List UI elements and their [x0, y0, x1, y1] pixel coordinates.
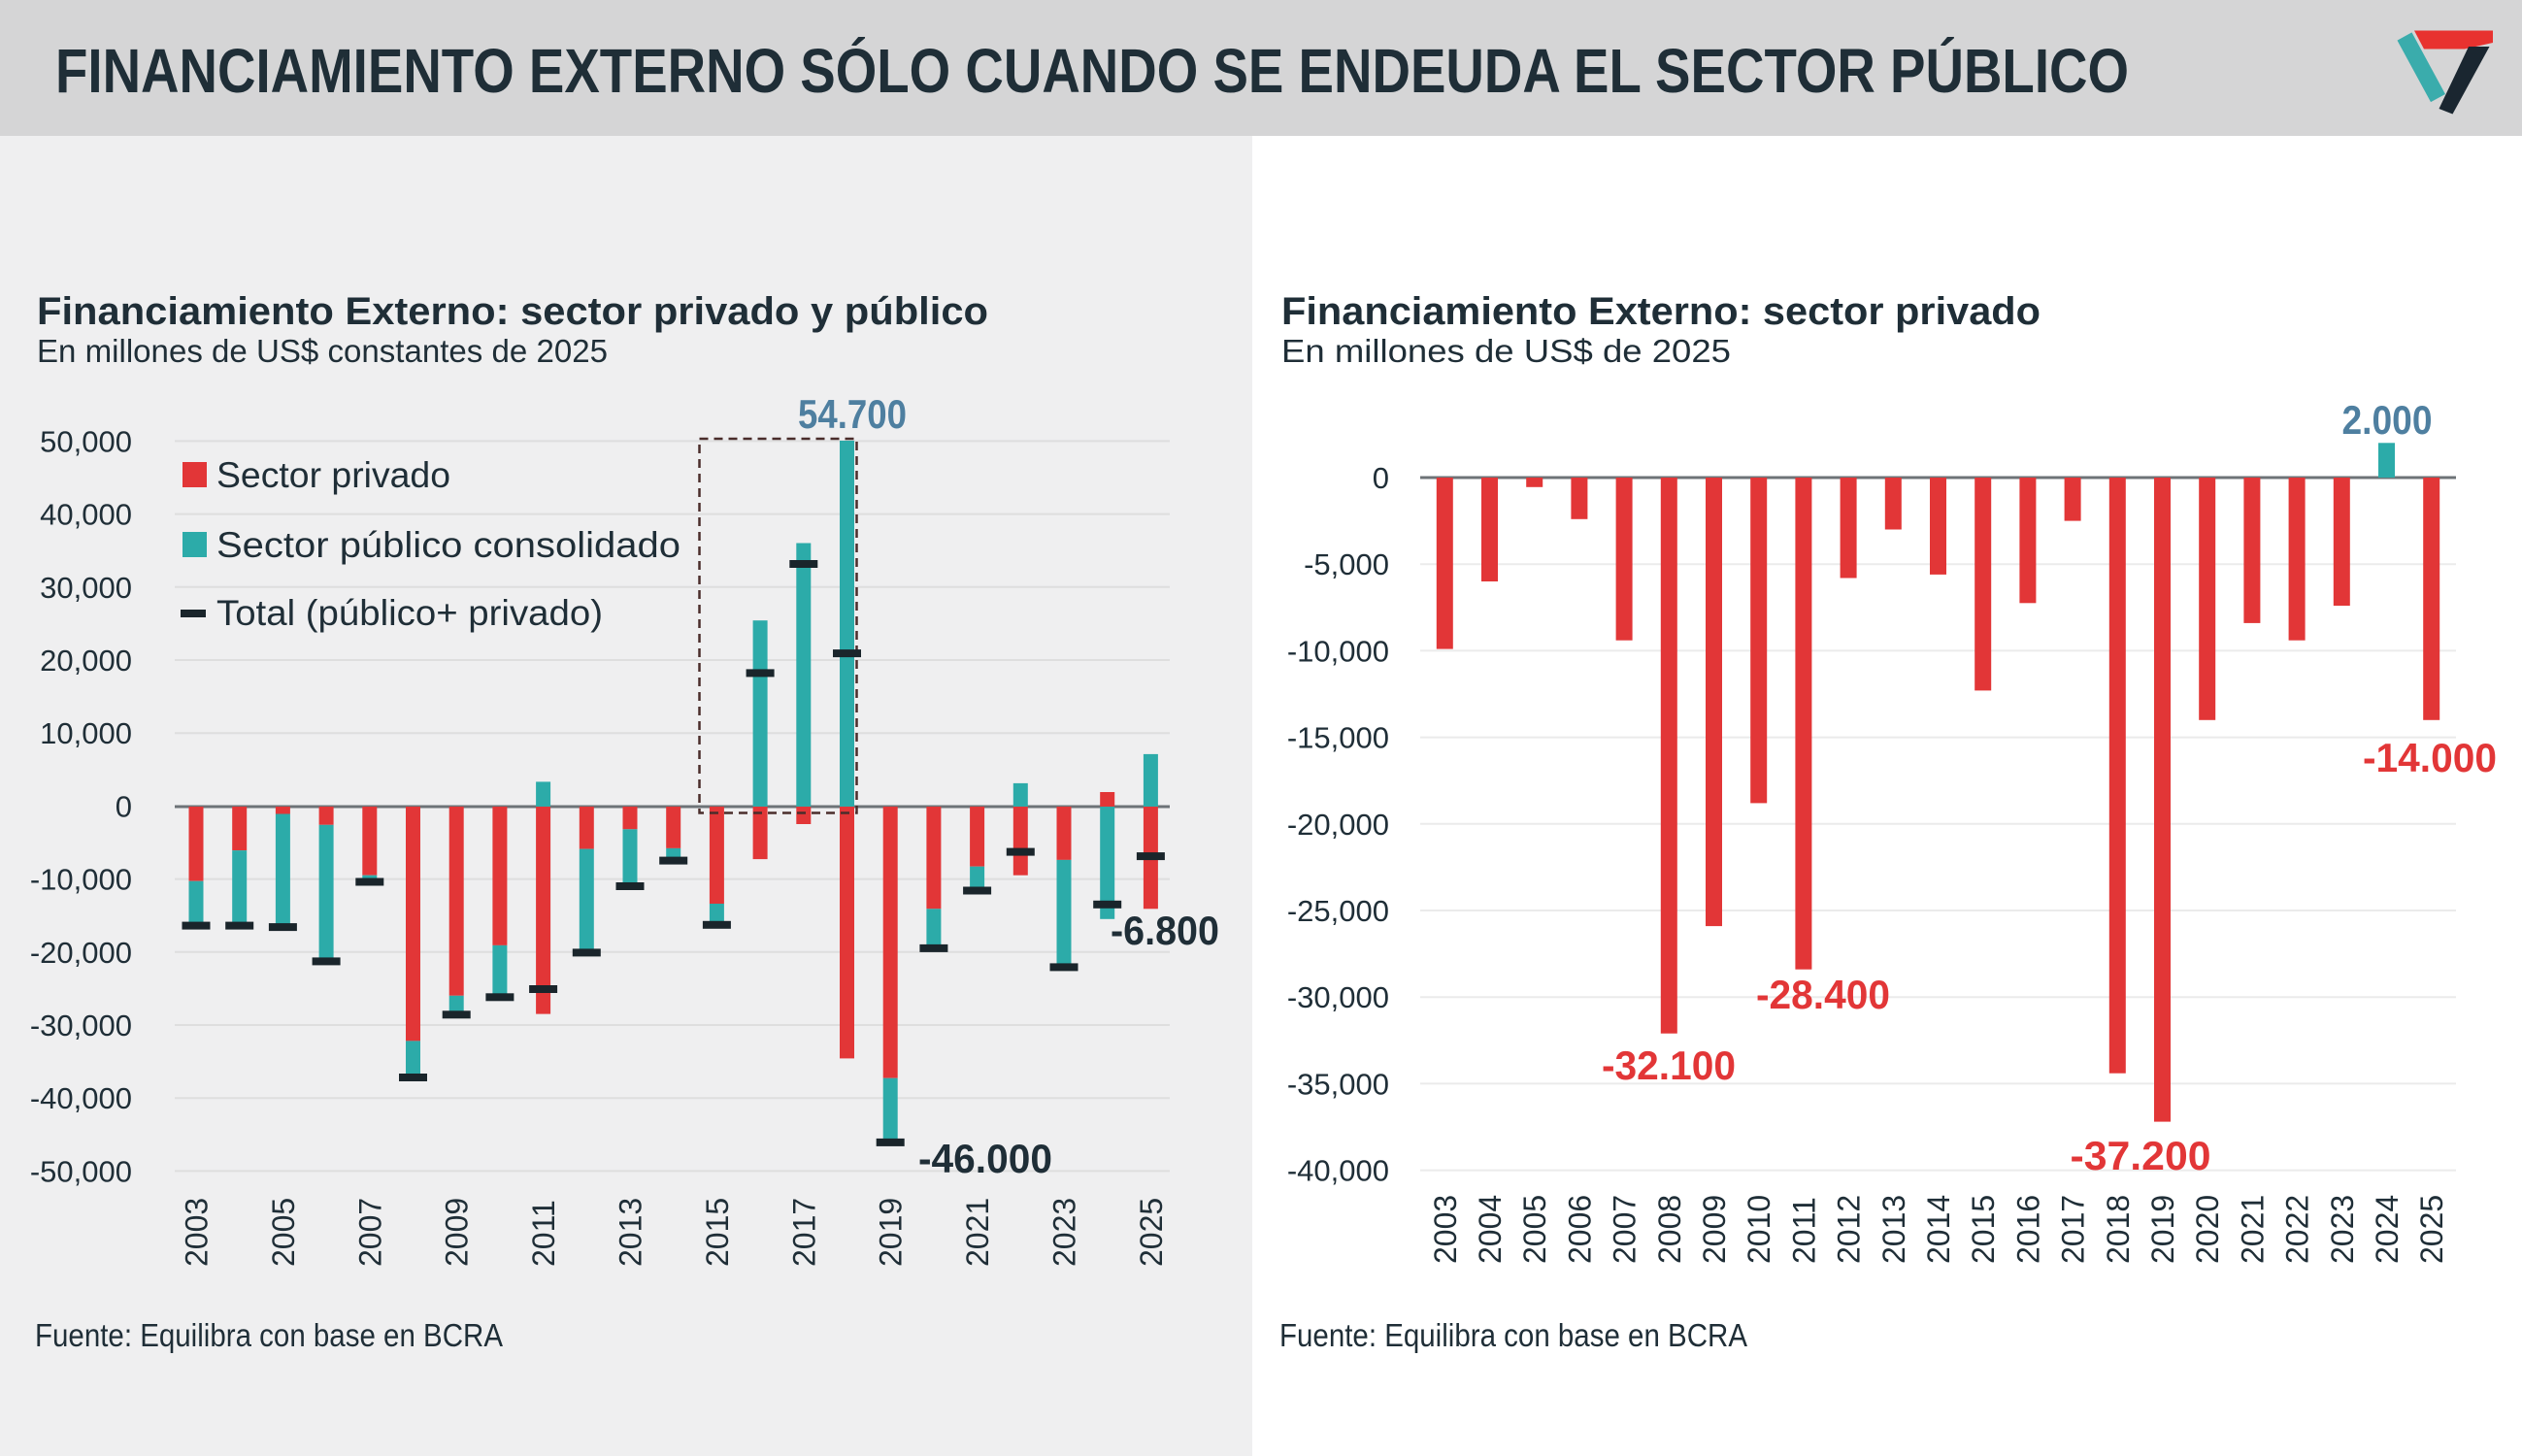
svg-text:-46.000: -46.000 — [918, 1136, 1052, 1181]
svg-text:-20,000: -20,000 — [1287, 808, 1389, 842]
svg-text:2019: 2019 — [874, 1198, 909, 1267]
svg-text:Sector privado: Sector privado — [216, 455, 450, 495]
svg-text:-40,000: -40,000 — [30, 1081, 132, 1115]
svg-text:-28.400: -28.400 — [1756, 972, 1890, 1017]
svg-text:2021: 2021 — [960, 1198, 995, 1267]
svg-text:2009: 2009 — [440, 1198, 475, 1267]
svg-text:20,000: 20,000 — [40, 644, 132, 678]
svg-text:2017: 2017 — [786, 1198, 821, 1267]
svg-text:2003: 2003 — [180, 1198, 215, 1267]
svg-text:2011: 2011 — [526, 1200, 561, 1267]
svg-text:2004: 2004 — [1473, 1195, 1508, 1264]
svg-text:2015: 2015 — [1966, 1195, 2001, 1264]
svg-text:2023: 2023 — [1047, 1198, 1082, 1267]
svg-text:0: 0 — [116, 789, 132, 823]
svg-text:2018: 2018 — [2101, 1195, 2136, 1264]
svg-text:-32.100: -32.100 — [1602, 1042, 1736, 1088]
svg-text:2012: 2012 — [1832, 1195, 1867, 1264]
svg-text:Fuente: Equilibra con base en: Fuente: Equilibra con base en BCRA — [1279, 1317, 1747, 1353]
svg-text:2025: 2025 — [1134, 1198, 1169, 1267]
svg-text:2015: 2015 — [700, 1198, 735, 1267]
svg-text:10,000: 10,000 — [40, 716, 132, 750]
svg-text:2016: 2016 — [2010, 1195, 2045, 1264]
svg-text:-50,000: -50,000 — [30, 1154, 132, 1188]
svg-text:-25,000: -25,000 — [1287, 894, 1389, 928]
svg-text:2013: 2013 — [1876, 1195, 1911, 1264]
svg-text:Financiamiento Externo: sector: Financiamiento Externo: sector privado y… — [37, 290, 988, 333]
svg-text:2007: 2007 — [1608, 1195, 1643, 1264]
svg-text:0: 0 — [1373, 461, 1389, 495]
svg-text:2017: 2017 — [2056, 1195, 2091, 1264]
svg-text:-10,000: -10,000 — [30, 863, 132, 897]
svg-text:40,000: 40,000 — [40, 498, 132, 532]
svg-text:2023: 2023 — [2325, 1195, 2360, 1264]
svg-text:2006: 2006 — [1562, 1195, 1597, 1264]
svg-text:30,000: 30,000 — [40, 571, 132, 605]
svg-text:2005: 2005 — [266, 1198, 301, 1267]
svg-text:En millones de US$ constantes: En millones de US$ constantes de 2025 — [37, 333, 608, 369]
svg-text:-14.000: -14.000 — [2363, 735, 2497, 780]
svg-text:54.700: 54.700 — [798, 391, 907, 437]
svg-text:-6.800: -6.800 — [1111, 908, 1219, 953]
svg-text:2025: 2025 — [2414, 1195, 2449, 1264]
svg-text:2013: 2013 — [614, 1198, 648, 1267]
svg-text:FINANCIAMIENTO EXTERNO SÓLO CU: FINANCIAMIENTO EXTERNO SÓLO CUANDO SE EN… — [55, 36, 2129, 106]
svg-text:2022: 2022 — [2280, 1195, 2315, 1264]
svg-text:Fuente: Equilibra con base en: Fuente: Equilibra con base en BCRA — [35, 1317, 503, 1353]
svg-text:2020: 2020 — [2190, 1195, 2225, 1264]
svg-text:Sector público consolidado: Sector público consolidado — [216, 525, 680, 565]
svg-text:2011: 2011 — [1786, 1197, 1821, 1264]
svg-text:2003: 2003 — [1428, 1195, 1463, 1264]
svg-text:-5,000: -5,000 — [1304, 547, 1389, 581]
svg-text:2010: 2010 — [1742, 1195, 1776, 1264]
svg-text:2009: 2009 — [1697, 1195, 1732, 1264]
svg-text:2014: 2014 — [1921, 1195, 1956, 1264]
svg-text:-30,000: -30,000 — [30, 1009, 132, 1042]
svg-text:2008: 2008 — [1652, 1195, 1687, 1264]
svg-text:Total (público+ privado): Total (público+ privado) — [216, 593, 603, 633]
svg-text:-15,000: -15,000 — [1287, 721, 1389, 755]
svg-text:-40,000: -40,000 — [1287, 1154, 1389, 1188]
svg-text:2007: 2007 — [352, 1198, 387, 1267]
svg-text:Financiamiento Externo: sector: Financiamiento Externo: sector privado — [1281, 290, 2041, 333]
svg-text:-20,000: -20,000 — [30, 936, 132, 970]
svg-text:En millones de US$ de 2025: En millones de US$ de 2025 — [1281, 333, 1731, 369]
svg-text:2.000: 2.000 — [2342, 397, 2433, 443]
svg-text:-35,000: -35,000 — [1287, 1067, 1389, 1101]
svg-text:-30,000: -30,000 — [1287, 980, 1389, 1014]
svg-text:50,000: 50,000 — [40, 424, 132, 458]
svg-text:-37.200: -37.200 — [2071, 1133, 2211, 1178]
svg-text:2019: 2019 — [2145, 1195, 2180, 1264]
svg-text:2005: 2005 — [1517, 1195, 1552, 1264]
svg-text:2021: 2021 — [2235, 1195, 2270, 1264]
svg-text:-10,000: -10,000 — [1287, 634, 1389, 668]
svg-text:2024: 2024 — [2370, 1195, 2405, 1264]
